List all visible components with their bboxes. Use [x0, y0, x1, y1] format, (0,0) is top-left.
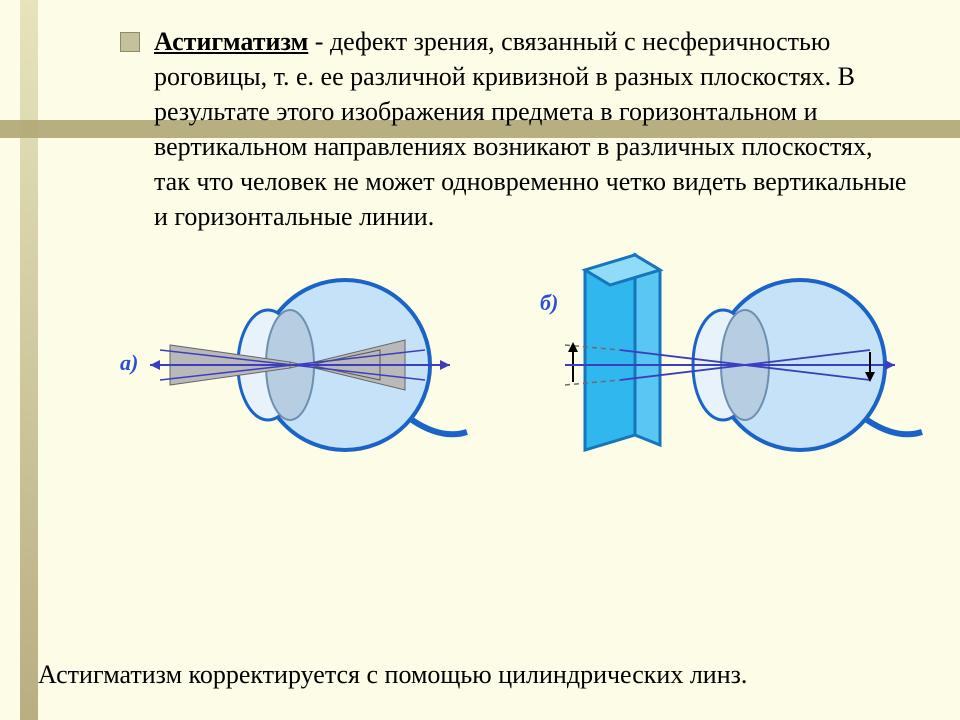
term: Астигматизм	[154, 27, 308, 56]
definition-paragraph: Астигматизм - дефект зрения, связанный с…	[154, 24, 912, 235]
figure-a-svg	[150, 250, 470, 480]
figure-b-svg	[565, 250, 925, 480]
bullet-square-icon	[120, 32, 140, 52]
content-block: Астигматизм - дефект зрения, связанный с…	[0, 0, 960, 235]
bullet-row: Астигматизм - дефект зрения, связанный с…	[120, 24, 912, 235]
figure-label-b: б)	[540, 290, 558, 316]
slide: Астигматизм - дефект зрения, связанный с…	[0, 0, 960, 720]
figure-label-a: а)	[120, 350, 138, 376]
footer-text: Астигматизм корректируется с помощью цил…	[38, 658, 920, 692]
definition-text: - дефект зрения, связанный с несферичнос…	[154, 27, 906, 231]
figures-area: а) б)	[0, 235, 960, 485]
